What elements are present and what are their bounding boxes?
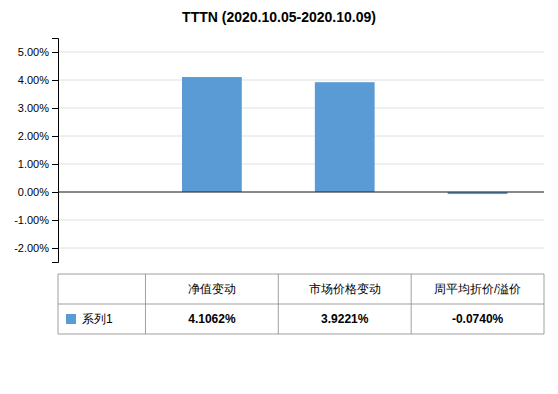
axis-domain bbox=[52, 39, 59, 263]
y-tick: -1.00% bbox=[14, 214, 58, 226]
y-tick: 2.00% bbox=[18, 130, 58, 142]
title: TTTN (2020.10.05-2020.10.09) bbox=[182, 9, 376, 25]
plot: -2.00% -1.00% 0.00% 1.00% 2.00% 3.00% 4.00% 5.0… bbox=[14, 39, 544, 263]
category-label: 市场价格变动 bbox=[309, 282, 381, 296]
data-label: 3.9221% bbox=[321, 312, 369, 326]
table-line bbox=[544, 274, 545, 334]
y-tick: 3.00% bbox=[18, 102, 58, 114]
tick-mark bbox=[52, 80, 58, 81]
tick-label: 3.00% bbox=[18, 102, 49, 114]
data-label: 4.1062% bbox=[188, 312, 236, 326]
table-line bbox=[58, 274, 59, 334]
tick-label: 1.00% bbox=[18, 158, 49, 170]
grid-line bbox=[58, 108, 544, 109]
legend-label: 系列1 bbox=[82, 312, 113, 326]
tick-mark bbox=[52, 220, 58, 221]
grid-line bbox=[58, 80, 544, 81]
grid-line bbox=[58, 192, 544, 193]
grid-line bbox=[58, 164, 544, 165]
grid-line bbox=[58, 136, 544, 137]
tick-label: -1.00% bbox=[14, 214, 49, 226]
y-tick: 5.00% bbox=[18, 46, 58, 58]
tick-mark bbox=[52, 136, 58, 137]
bar bbox=[315, 82, 375, 192]
tick-mark bbox=[52, 52, 58, 53]
tick-label: -2.00% bbox=[14, 242, 49, 254]
table-line bbox=[145, 274, 146, 334]
table-line bbox=[58, 304, 544, 305]
tick-mark bbox=[52, 248, 58, 249]
table-line bbox=[58, 274, 544, 275]
zero-line bbox=[58, 192, 544, 193]
category-label: 周平均折价/溢价 bbox=[434, 282, 521, 296]
table-line bbox=[411, 274, 412, 334]
tick-mark bbox=[52, 164, 58, 165]
bars bbox=[182, 77, 507, 194]
table-line bbox=[278, 274, 279, 334]
tick-mark bbox=[52, 108, 58, 109]
y-tick: -2.00% bbox=[14, 242, 58, 254]
grid-line bbox=[58, 248, 544, 249]
grid bbox=[58, 52, 544, 248]
category-label: 净值变动 bbox=[188, 282, 236, 296]
bar bbox=[182, 77, 242, 192]
table-line bbox=[58, 334, 544, 335]
legend-swatch bbox=[66, 314, 76, 324]
data-label: -0.0740% bbox=[452, 312, 504, 326]
tick-mark bbox=[52, 192, 58, 193]
grid-line bbox=[58, 220, 544, 221]
tick-label: 5.00% bbox=[18, 46, 49, 58]
grid-line bbox=[58, 52, 544, 53]
y-axis: -2.00% -1.00% 0.00% 1.00% 2.00% 3.00% 4.00% 5.0… bbox=[14, 39, 58, 263]
y-tick: 1.00% bbox=[18, 158, 58, 170]
y-tick: 0.00% bbox=[18, 186, 58, 198]
tick-label: 0.00% bbox=[18, 186, 49, 198]
y-tick: 4.00% bbox=[18, 74, 58, 86]
data-table: 净值变动 市场价格变动 周平均折价/溢价 4.1062% 3.9221% -0.0740%… bbox=[58, 274, 544, 334]
chart: TTTN (2020.10.05-2020.10.09) -2.00% -1.00%… bbox=[0, 0, 558, 394]
tick-label: 4.00% bbox=[18, 74, 49, 86]
tick-label: 2.00% bbox=[18, 130, 49, 142]
legend: 系列1 bbox=[66, 312, 113, 326]
